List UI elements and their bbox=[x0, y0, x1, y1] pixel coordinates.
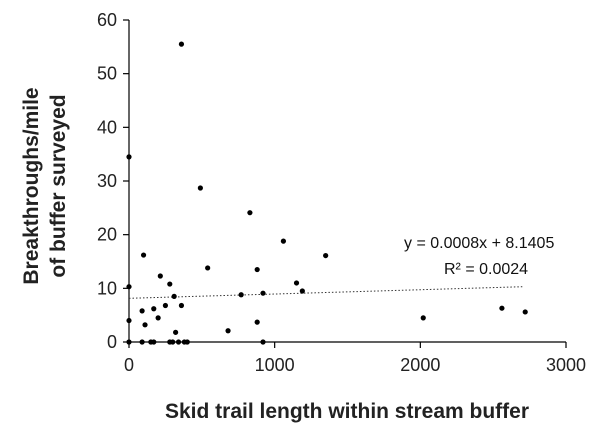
data-point-27 bbox=[238, 292, 244, 298]
data-point-5 bbox=[139, 308, 145, 314]
data-point-18 bbox=[173, 329, 179, 335]
data-point-17 bbox=[171, 293, 177, 299]
data-point-29 bbox=[254, 266, 260, 273]
data-point-1 bbox=[126, 284, 132, 290]
y-tick-label-60: 60 bbox=[97, 10, 117, 30]
data-point-7 bbox=[139, 339, 145, 345]
data-point-39 bbox=[522, 309, 528, 315]
data-point-16 bbox=[170, 339, 176, 345]
data-point-10 bbox=[151, 306, 157, 312]
data-point-2 bbox=[126, 317, 132, 324]
data-point-33 bbox=[280, 238, 287, 244]
data-point-12 bbox=[157, 273, 163, 279]
data-point-31 bbox=[260, 290, 266, 296]
y-tick-label-50: 50 bbox=[97, 64, 117, 84]
trendline bbox=[128, 286, 523, 299]
y-tick-label-10: 10 bbox=[97, 278, 117, 298]
y-tick-label-0: 0 bbox=[107, 332, 117, 352]
data-point-36 bbox=[323, 252, 329, 259]
data-point-28 bbox=[247, 210, 253, 216]
trendline-layer bbox=[128, 286, 523, 299]
data-point-3 bbox=[126, 339, 132, 345]
data-point-30 bbox=[254, 319, 260, 325]
y-axis-title-line-1: Breakthroughs/mile bbox=[20, 87, 43, 284]
y-tick-label-20: 20 bbox=[97, 225, 117, 245]
data-point-11 bbox=[155, 315, 161, 321]
data-point-37 bbox=[420, 315, 426, 321]
data-point-35 bbox=[299, 288, 305, 294]
x-axis-title: Skid trail length within stream buffer bbox=[165, 400, 529, 423]
trendline-r-squared: R² = 0.0024 bbox=[444, 261, 528, 278]
y-tick-label-30: 30 bbox=[97, 171, 117, 191]
data-point-24 bbox=[197, 185, 203, 191]
data-point-23 bbox=[184, 339, 190, 345]
x-tick-label-2000: 2000 bbox=[400, 355, 440, 375]
data-point-34 bbox=[293, 280, 300, 286]
axes: 0 10 20 30 40 50 60 0 1000 2000 3000 bbox=[97, 10, 586, 375]
data-point-21 bbox=[178, 302, 185, 309]
data-point-9 bbox=[151, 339, 157, 345]
data-point-32 bbox=[260, 339, 266, 345]
x-tick-label-1000: 1000 bbox=[255, 355, 295, 375]
y-axis-title-line-2: of buffer surveyed bbox=[47, 94, 70, 277]
data-point-6 bbox=[142, 322, 148, 328]
labels-layer: Skid trail length within stream buffer B… bbox=[20, 87, 554, 423]
x-tick-label-0: 0 bbox=[124, 355, 134, 375]
data-points bbox=[126, 41, 528, 345]
data-point-38 bbox=[499, 305, 505, 311]
data-point-19 bbox=[175, 339, 182, 345]
data-point-13 bbox=[162, 302, 169, 309]
data-point-20 bbox=[178, 41, 185, 47]
data-point-25 bbox=[205, 265, 211, 271]
data-point-14 bbox=[167, 281, 173, 287]
data-point-4 bbox=[140, 252, 147, 258]
y-tick-label-40: 40 bbox=[97, 117, 117, 137]
trendline-equation: y = 0.0008x + 8.1405 bbox=[404, 235, 554, 252]
x-tick-label-3000: 3000 bbox=[546, 355, 586, 375]
data-point-0 bbox=[126, 154, 132, 160]
data-point-26 bbox=[225, 328, 231, 334]
